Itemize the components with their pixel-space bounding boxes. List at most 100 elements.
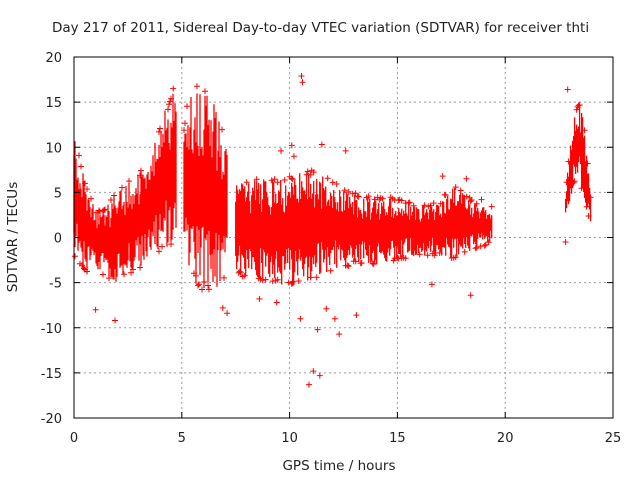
data-point (184, 103, 190, 110)
data-point (219, 126, 225, 133)
y-tick-label: -10 (41, 322, 62, 337)
data-point (482, 241, 489, 248)
chart-title: Day 217 of 2011, Sidereal Day-to-day VTE… (52, 20, 589, 36)
data-point (488, 203, 495, 210)
data-point (442, 192, 449, 199)
data-point (159, 243, 165, 250)
outlier-point (290, 153, 297, 160)
outlier-point (467, 292, 474, 299)
data-point (424, 252, 431, 259)
y-tick-label: 0 (54, 232, 62, 247)
data-point (307, 171, 314, 178)
data-point (100, 271, 106, 278)
outlier-point (318, 141, 325, 148)
data-point (199, 286, 205, 293)
data-points (72, 73, 594, 388)
data-point (416, 251, 423, 258)
data-point (166, 101, 172, 108)
data-point (473, 244, 480, 251)
data-point (137, 172, 143, 179)
data-point (182, 120, 188, 127)
data-point (398, 197, 405, 204)
data-point (358, 260, 365, 266)
data-point (137, 264, 143, 271)
data-point (243, 179, 250, 186)
x-tick-label: 25 (605, 431, 622, 446)
data-point (111, 192, 117, 199)
data-point (344, 262, 351, 269)
data-point (467, 198, 474, 205)
data-point (119, 184, 125, 191)
outlier-point (336, 331, 343, 338)
data-point (349, 190, 356, 197)
outlier-point (342, 147, 349, 154)
data-point (452, 184, 459, 191)
data-point (194, 83, 200, 90)
data-point (310, 169, 317, 176)
data-point (128, 269, 134, 276)
data-point (457, 187, 464, 194)
data-point (268, 177, 275, 184)
outlier-point (439, 173, 446, 180)
x-axis-label: GPS time / hours (282, 458, 395, 474)
data-point (341, 187, 348, 194)
outlier-point (219, 304, 226, 311)
data-point (281, 177, 288, 183)
data-point (168, 241, 174, 248)
data-point (481, 242, 488, 249)
outlier-point (478, 196, 485, 203)
axis-ticks: 0 5 10 15 20 25 -20 -15 -10 -5 0 5 10 15 20 (41, 51, 622, 446)
data-point (108, 197, 114, 203)
data-point (379, 195, 386, 202)
data-point (81, 265, 87, 272)
outlier-point (463, 175, 470, 182)
data-point (274, 179, 281, 186)
outlier-point (310, 368, 317, 375)
outlier-point (92, 306, 99, 313)
x-tick-label: 5 (178, 431, 186, 446)
data-point (327, 267, 334, 274)
y-tick-label: 15 (45, 96, 62, 111)
data-point (324, 175, 331, 182)
outlier-point (297, 315, 304, 322)
data-point (221, 274, 227, 281)
data-point (195, 282, 201, 289)
y-tick-label: 20 (45, 51, 62, 66)
y-tick-label: 10 (45, 141, 62, 156)
data-point (288, 175, 295, 182)
data-point (571, 178, 578, 185)
data-point (84, 186, 90, 193)
data-point (78, 163, 84, 170)
outlier-point (323, 305, 330, 312)
data-point (101, 207, 107, 214)
y-tick-label: -20 (41, 412, 62, 427)
data-point (106, 275, 112, 282)
data-point (352, 258, 359, 265)
data-point (345, 263, 352, 270)
data-point (304, 168, 311, 175)
data-point (410, 202, 417, 209)
data-point (102, 206, 108, 213)
data-point (583, 203, 590, 210)
data-point (584, 160, 591, 167)
data-point (72, 253, 78, 260)
outlier-point (428, 281, 435, 288)
y-axis-label: SDTVAR / TECUs (5, 182, 21, 292)
outlier-point (278, 147, 284, 154)
outlier-point (224, 310, 231, 317)
data-point (130, 266, 136, 273)
outlier-point (170, 85, 177, 92)
data-point (430, 200, 437, 207)
data-point (285, 279, 292, 286)
data-point (167, 98, 173, 105)
data-point (355, 193, 362, 200)
data-point (402, 255, 409, 262)
x-tick-label: 0 (70, 431, 78, 446)
data-point (193, 272, 199, 279)
data-point (157, 125, 163, 132)
data-point (97, 208, 103, 215)
outlier-point (314, 326, 321, 333)
data-point (262, 276, 269, 283)
data-point (126, 178, 132, 185)
data-point (313, 274, 320, 281)
